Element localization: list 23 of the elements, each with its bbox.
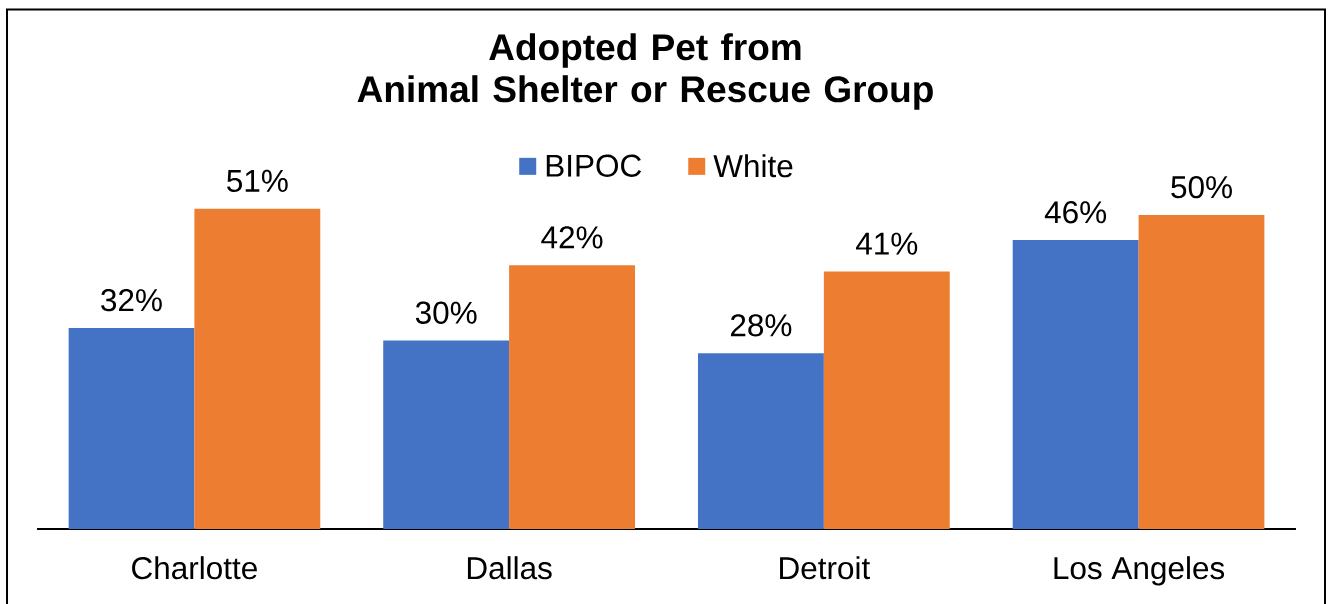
data-label: 30% bbox=[415, 301, 477, 324]
data-label: 41% bbox=[856, 232, 918, 255]
x-tick-label: Charlotte bbox=[132, 556, 257, 580]
bar bbox=[194, 208, 321, 529]
data-label: 42% bbox=[541, 226, 603, 249]
data-label: 50% bbox=[1171, 176, 1232, 199]
bar bbox=[509, 265, 636, 529]
bar bbox=[68, 328, 195, 529]
data-label: 32% bbox=[101, 289, 162, 312]
bar bbox=[823, 271, 950, 529]
x-tick-label: Dallas bbox=[467, 556, 552, 580]
x-tick-label: Los Angeles bbox=[1054, 556, 1225, 586]
bar bbox=[697, 353, 824, 529]
bar bbox=[1138, 214, 1265, 529]
legend-label: White bbox=[713, 154, 793, 178]
x-tick-label: Detroit bbox=[780, 556, 870, 580]
data-label: 51% bbox=[227, 169, 288, 193]
data-label: 46% bbox=[1044, 201, 1107, 224]
bar bbox=[383, 340, 510, 529]
bar bbox=[1012, 240, 1139, 529]
legend-label: BIPOC bbox=[546, 154, 642, 177]
chart-title: Adopted Pet from Animal Shelter or Rescue Group bbox=[357, 33, 933, 110]
data-label: 28% bbox=[730, 314, 792, 337]
